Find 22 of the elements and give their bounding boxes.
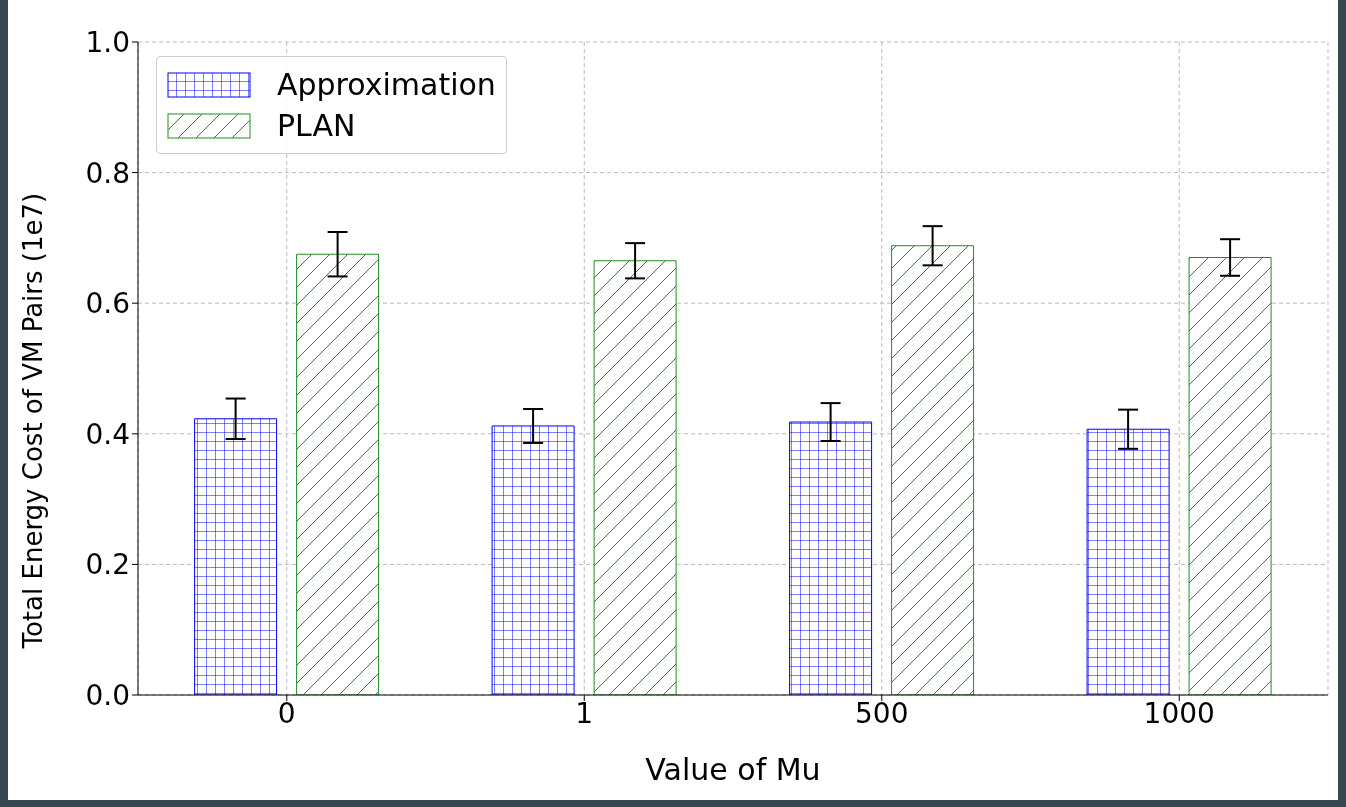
y-tick-label: 0.8 — [85, 156, 130, 190]
bar — [789, 421, 873, 695]
bar — [593, 260, 677, 695]
x-tick-label: 0 — [277, 696, 296, 730]
bar — [1188, 256, 1272, 695]
y-tick-label: 0.2 — [85, 548, 130, 582]
bar — [194, 418, 278, 695]
y-tick-label: 0.6 — [85, 287, 130, 321]
y-tick-label: 0.4 — [85, 417, 130, 451]
y-tick-label: 1.0 — [85, 25, 130, 59]
x-axis-title: Value of Mu — [645, 752, 821, 787]
bar — [891, 245, 975, 695]
bar — [296, 253, 380, 695]
bar — [491, 425, 575, 695]
y-tick-label: 0.0 — [85, 678, 130, 712]
x-tick-label: 500 — [855, 696, 909, 730]
bar — [1086, 428, 1170, 695]
y-axis-title: Total Energy Cost of VM Pairs (1e7) — [18, 192, 49, 650]
legend-label: PLAN — [277, 108, 356, 143]
legend-label: Approximation — [277, 67, 496, 102]
x-tick-label: 1 — [575, 696, 594, 730]
x-tick-label: 1000 — [1143, 696, 1215, 730]
